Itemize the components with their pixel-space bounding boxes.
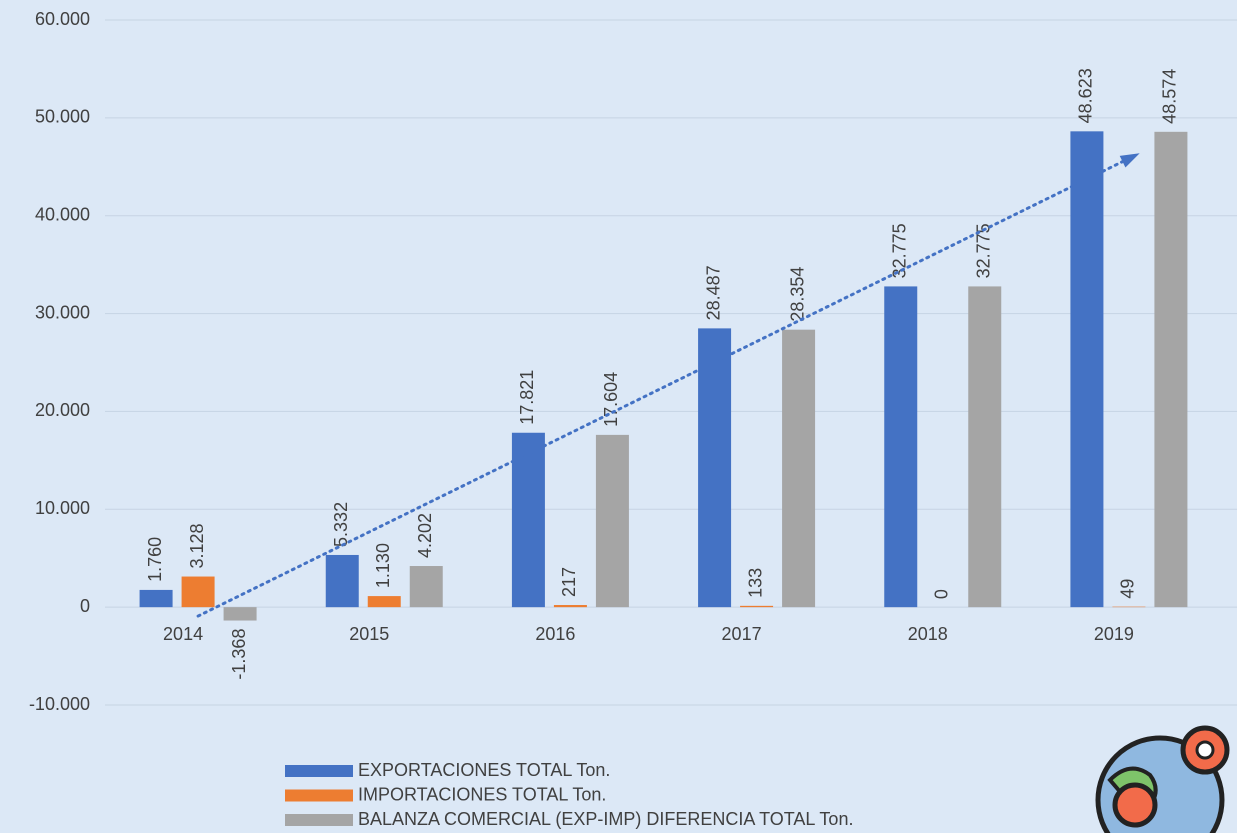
legend-label: EXPORTACIONES TOTAL Ton. <box>358 760 610 780</box>
trend-line <box>196 157 1131 618</box>
y-tick-label: 60.000 <box>35 9 90 29</box>
y-tick-label: 50.000 <box>35 107 90 127</box>
legend-swatch <box>285 789 353 802</box>
y-tick-label: 20.000 <box>35 400 90 420</box>
legend-swatch <box>285 814 353 826</box>
bar <box>1070 131 1104 608</box>
bar <box>139 589 173 608</box>
data-label: 1.760 <box>145 537 165 582</box>
y-tick-label: -10.000 <box>29 694 90 714</box>
x-tick-label: 2015 <box>349 624 389 644</box>
y-tick-label: 10.000 <box>35 498 90 518</box>
bar <box>968 286 1002 608</box>
legend-swatch <box>285 765 353 777</box>
data-label: 28.487 <box>703 265 723 320</box>
bar <box>181 576 215 608</box>
x-tick-label: 2019 <box>1094 624 1134 644</box>
bar <box>409 566 443 608</box>
y-tick-label: 30.000 <box>35 302 90 322</box>
bar <box>325 554 359 608</box>
data-label: 48.623 <box>1076 68 1096 123</box>
y-tick-label: 40.000 <box>35 204 90 224</box>
x-tick-label: 2014 <box>163 624 203 644</box>
bar <box>553 605 587 608</box>
data-label: 217 <box>559 567 579 597</box>
data-label: 133 <box>745 568 765 598</box>
data-label: 32.775 <box>890 223 910 278</box>
bar <box>1154 131 1188 608</box>
x-tick-label: 2018 <box>908 624 948 644</box>
data-label: 1.130 <box>373 543 393 588</box>
bar <box>782 329 816 608</box>
y-tick-label: 0 <box>80 596 90 616</box>
bar <box>511 432 545 608</box>
data-label: 3.128 <box>187 523 207 568</box>
data-label: 4.202 <box>415 513 435 558</box>
data-label: 48.574 <box>1160 69 1180 124</box>
data-label: 17.604 <box>601 372 621 427</box>
data-label: 17.821 <box>517 370 537 425</box>
data-label: 32.775 <box>974 223 994 278</box>
data-label: 0 <box>932 589 952 599</box>
data-label: -1.368 <box>229 629 249 680</box>
x-tick-label: 2016 <box>535 624 575 644</box>
bar <box>698 328 732 608</box>
plot: -10.000 0 10.000 20.000 30.000 40.000 50.000 60… <box>29 9 1237 829</box>
bar <box>367 596 401 608</box>
data-label: 49 <box>1118 579 1138 599</box>
bar <box>884 286 918 608</box>
bar <box>223 607 257 621</box>
decorative-globe <box>1095 725 1230 833</box>
legend-label: IMPORTACIONES TOTAL Ton. <box>358 784 606 804</box>
legend-label: BALANZA COMERCIAL (EXP-IMP) DIFERENCIA T… <box>358 809 853 829</box>
data-label: 28.354 <box>787 267 807 322</box>
data-label: 5.332 <box>331 502 351 547</box>
bar <box>595 434 629 608</box>
bar <box>740 605 774 608</box>
trend-arrow <box>1119 153 1140 168</box>
x-tick-label: 2017 <box>722 624 762 644</box>
